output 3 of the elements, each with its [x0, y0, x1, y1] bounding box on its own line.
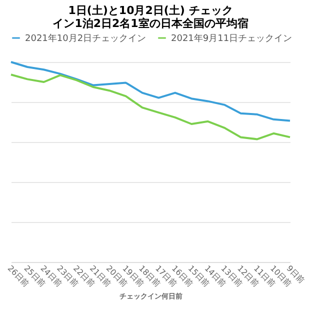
chart-title: 1日(土)と10月2日(土) チェックイン1泊2日2名1室の日本全国の平均宿: [52, 4, 248, 30]
legend-label: 2021年9月11日チェックイン: [171, 33, 292, 44]
legend-label: 2021年10月2日チェックイン: [25, 33, 146, 44]
